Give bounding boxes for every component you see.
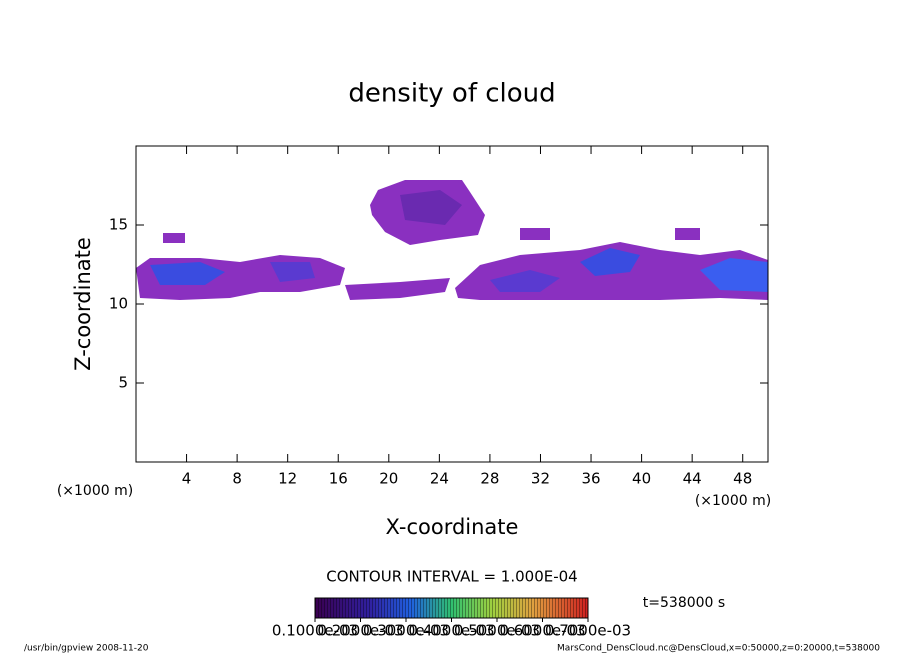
x-tick-label: 40 [632, 470, 651, 488]
x-tick-label: 28 [480, 470, 499, 488]
x-axis-label: X-coordinate [386, 515, 519, 539]
x-tick-label: 36 [581, 470, 600, 488]
x-unit: (×1000 m) [695, 493, 771, 509]
x-tick-label: 20 [379, 470, 398, 488]
x-tick-label: 24 [430, 470, 449, 488]
colorbar-label: 0.5000e-03 [454, 622, 540, 640]
colorbar-label: 0.1000e-03 [272, 622, 358, 640]
y-tick-label: 10 [109, 295, 128, 313]
colorbar-label: 0.4000e-03 [408, 622, 494, 640]
x-unit: (×1000 m) [57, 483, 133, 499]
x-tick-label: 44 [683, 470, 702, 488]
footer: /usr/bin/gpview 2008-11-20 [24, 644, 149, 654]
y-axis-label: Z-coordinate [71, 237, 95, 371]
x-tick-label: 8 [232, 470, 242, 488]
cloud-field [136, 180, 768, 300]
footer: MarsCond_DensCloud.nc@DensCloud,x=0:5000… [557, 644, 880, 654]
time-label: t=538000 s [643, 595, 725, 611]
colorbar-label: 0.2000e-03 [317, 622, 403, 640]
y-tick-label: 15 [109, 216, 128, 234]
colorbar-label: 0.6000e-03 [499, 622, 585, 640]
x-tick-label: 4 [182, 470, 192, 488]
y-tick-label: 5 [118, 374, 128, 392]
x-tick-label: 32 [531, 470, 550, 488]
x-tick-label: 12 [278, 470, 297, 488]
contour-interval: CONTOUR INTERVAL = 1.000E-04 [326, 568, 577, 586]
x-tick-label: 16 [329, 470, 348, 488]
colorbar-label: 0.7000e-03 [545, 622, 631, 640]
colorbar-label: 0.3000e-03 [363, 622, 449, 640]
chart-title: density of cloud [348, 79, 555, 109]
colorbar-frame [314, 597, 589, 619]
x-tick-label: 48 [733, 470, 752, 488]
